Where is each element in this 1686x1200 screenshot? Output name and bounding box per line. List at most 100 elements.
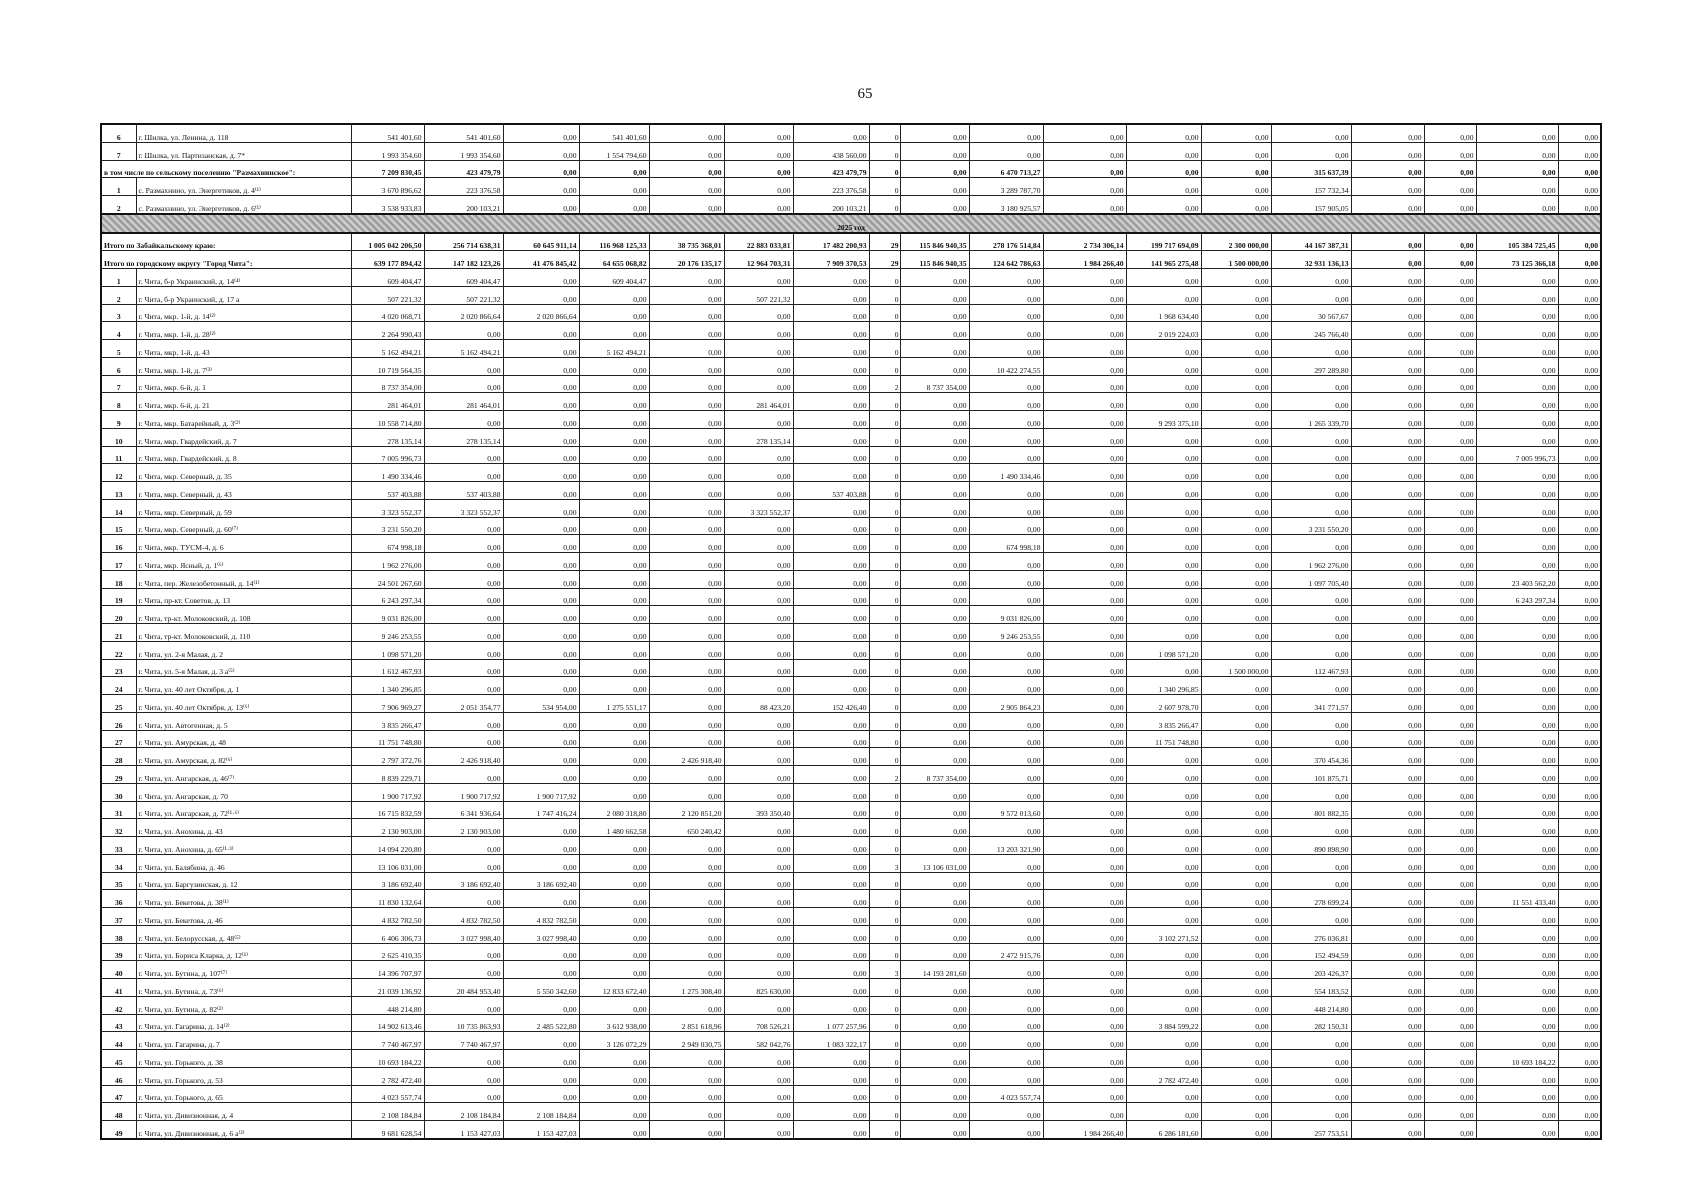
count-cell: 0: [868, 907, 901, 926]
value-cell: 0,00: [1042, 552, 1127, 571]
value-cell: 0,00: [723, 1049, 794, 1068]
count-cell: 0: [868, 924, 901, 944]
value-cell: 0,00: [723, 782, 794, 802]
count-cell: 0: [868, 747, 901, 766]
value-cell: 0,00: [648, 427, 725, 447]
value-cell: 0,00: [1200, 729, 1272, 749]
value-cell: 0,00: [1125, 445, 1202, 465]
value-cell: 2 080 318,80: [578, 800, 650, 820]
table-row: 49 г. Чита, ул. Дивизионная, д. 6 а⁽²⁾ 9 6…: [100, 1119, 1602, 1140]
value-cell: 0,00: [1200, 374, 1272, 394]
section-header-row: 2025 год: [100, 212, 1602, 234]
value-cell: 0,00: [423, 942, 504, 962]
address-cell: г. Чита, мкр. 1-й, д. 7⁽³⁾: [135, 356, 352, 376]
address-cell: г. Чита, ул. Бекетова, д. 46: [135, 907, 352, 926]
table-row: 17 г. Чита, мкр. Ясный, д. 1⁽⁶⁾ 1 962 276,…: [100, 552, 1602, 571]
table-row: 12 г. Чита, мкр. Северный, д. 35 1 490 334…: [100, 463, 1602, 482]
value-cell: 0,00: [968, 960, 1044, 979]
value-cell: 0,00: [1042, 516, 1127, 536]
value-cell: 0,00: [578, 587, 650, 607]
value-cell: 0,00: [968, 552, 1044, 571]
value-cell: 0,00: [1125, 177, 1202, 196]
total-cell: 674 998,18: [350, 534, 425, 553]
value-cell: 0,00: [968, 1049, 1044, 1068]
value-cell: 0,00: [648, 605, 725, 624]
value-cell: 0,00: [1042, 321, 1127, 340]
value-cell: 0,00: [723, 942, 794, 962]
value-cell: 890 898,90: [1270, 836, 1352, 855]
value-cell: 0,00: [1350, 285, 1425, 305]
value-cell: 1 747 416,24: [502, 800, 580, 820]
value-cell: 537 403,88: [792, 481, 870, 500]
section-title: 2025 год: [100, 212, 1602, 234]
address-cell: г. Чита, ул. Дивизионная, д. 6 а⁽²⁾: [135, 1119, 352, 1140]
count-cell: 0: [868, 942, 901, 962]
value-cell: 0,00: [899, 1084, 970, 1104]
value-cell: 0,00: [1423, 356, 1477, 376]
value-cell: 0,00: [723, 1102, 794, 1121]
value-cell: 0,00: [1557, 995, 1602, 1015]
value-cell: 0,00: [1423, 729, 1477, 749]
table-row: 43 г. Чита, ул. Гагарина, д. 14⁽²⁾ 14 902 …: [100, 1013, 1602, 1033]
value-cell: 0,00: [1042, 924, 1127, 944]
value-cell: 0,00: [792, 676, 870, 695]
value-cell: 0,00: [1125, 978, 1202, 997]
value-cell: 0,00: [792, 942, 870, 962]
value-cell: 0,00: [1200, 1119, 1272, 1140]
value-cell: 0,00: [502, 1049, 580, 1068]
table-row: 7 г. Шилка, ул. Партизанская, д. 7* 1 993 …: [100, 141, 1602, 161]
value-cell: 0,00: [1270, 498, 1352, 518]
value-cell: 0,00: [899, 907, 970, 926]
value-cell: 0,00: [1042, 1049, 1127, 1068]
value-cell: 0,00: [502, 498, 580, 518]
value-cell: 0,00: [1042, 871, 1127, 891]
value-cell: 0,00: [899, 498, 970, 518]
value-cell: 0,00: [1270, 481, 1352, 500]
value-cell: 0,00: [1200, 587, 1272, 607]
value-cell: 0,00: [648, 374, 725, 394]
value-cell: 0,00: [1475, 392, 1559, 411]
total-cell: 639 177 894,42: [350, 250, 425, 269]
value-cell: 0,00: [1200, 481, 1272, 500]
value-cell: 5 162 494,21: [578, 339, 650, 358]
total-cell: 3 231 550,20: [350, 516, 425, 536]
value-cell: 0,00: [723, 623, 794, 642]
value-cell: 0,00: [723, 534, 794, 553]
value-cell: 0,00: [1042, 765, 1127, 784]
value-cell: 0,00: [1423, 1013, 1477, 1033]
row-number: 47: [100, 1084, 137, 1104]
value-cell: 0,00: [968, 427, 1044, 447]
value-cell: 0,00: [1475, 141, 1559, 161]
value-cell: 0,00: [648, 765, 725, 784]
value-cell: 0,00: [648, 159, 725, 179]
value-cell: 0,00: [792, 587, 870, 607]
value-cell: 0,00: [899, 640, 970, 660]
value-cell: 0,00: [502, 481, 580, 500]
value-cell: 0,00: [648, 942, 725, 962]
value-cell: 0,00: [1200, 978, 1272, 997]
value-cell: 278 135,14: [423, 427, 504, 447]
count-cell: 0: [868, 995, 901, 1015]
value-cell: 0,00: [1270, 1102, 1352, 1121]
value-cell: 0,00: [502, 356, 580, 376]
value-cell: 0,00: [792, 1049, 870, 1068]
value-cell: 11 551 433,40: [1475, 889, 1559, 908]
row-number: 15: [100, 516, 137, 536]
total-cell: 7 209 830,45: [350, 159, 425, 179]
row-number: 33: [100, 836, 137, 855]
value-cell: 282 150,31: [1270, 1013, 1352, 1033]
value-cell: 0,00: [1125, 782, 1202, 802]
count-cell: 0: [868, 141, 901, 161]
value-cell: 0,00: [723, 676, 794, 695]
value-cell: 0,00: [423, 516, 504, 536]
value-cell: 64 655 068,82: [578, 250, 650, 269]
value-cell: 0,00: [648, 445, 725, 465]
value-cell: 0,00: [423, 374, 504, 394]
row-number: 13: [100, 481, 137, 500]
address-cell: г. Чита, ул. Баргузинская, д. 12: [135, 871, 352, 891]
value-cell: 4 832 782,50: [423, 907, 504, 926]
value-cell: 0,00: [968, 658, 1044, 678]
value-cell: 0,00: [1350, 552, 1425, 571]
value-cell: 0,00: [1350, 836, 1425, 855]
value-cell: 0,00: [1423, 995, 1477, 1015]
